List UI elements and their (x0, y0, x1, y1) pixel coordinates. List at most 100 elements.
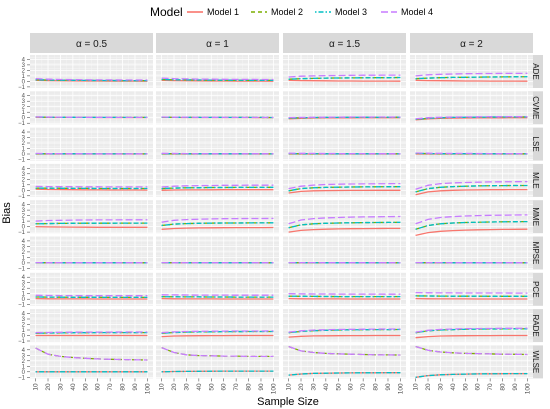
series-line-model-3 (35, 79, 148, 82)
series-line-model-4 (415, 180, 528, 190)
facet-strip-background (30, 33, 153, 53)
facet-column-strip: α = 1 (156, 33, 279, 53)
y-tick-label: 4 (22, 166, 26, 172)
y-tick-label: 3 (22, 208, 26, 214)
facet-row-label: MLE (531, 172, 540, 188)
x-tick-label: 90 (385, 383, 392, 391)
facet-column-label: α = 1 (206, 39, 229, 50)
series-line-model-3 (288, 116, 401, 119)
facet-strip-background (283, 33, 406, 53)
y-tick-label: 0 (22, 79, 26, 85)
y-tick-label: −1 (18, 375, 26, 381)
x-tick-label: 100 (270, 383, 277, 394)
facet-panel (30, 127, 153, 161)
x-tick-label: 30 (183, 383, 190, 391)
y-tick-label: 3 (22, 136, 26, 142)
y-tick-label: 2 (22, 359, 26, 365)
series-line-model-1 (415, 188, 528, 196)
x-tick-label: 40 (196, 383, 203, 391)
y-tick-label: −1 (18, 339, 26, 345)
x-tick-label: 80 (120, 383, 127, 391)
x-tick-label: 70 (487, 383, 494, 391)
y-tick-label: 4 (22, 239, 26, 245)
x-tick-label: 70 (360, 383, 367, 391)
x-tick-label: 30 (57, 383, 64, 391)
series-line-model-4 (415, 72, 528, 77)
y-axis-label: Bias (1, 202, 13, 224)
y-tick-label: 2 (22, 250, 26, 256)
series-line-model-3 (161, 370, 274, 373)
y-tick-label: 0 (22, 297, 26, 303)
series-line-model-1 (161, 79, 274, 82)
facet-panel (410, 91, 533, 125)
series-line-model-1 (161, 334, 274, 338)
x-tick-label: 90 (512, 383, 519, 391)
y-tick-label: 4 (22, 203, 26, 209)
facet-panel (283, 55, 406, 88)
facet-panel: 10 20 30 40 50 60 70 80 90 100 (30, 345, 153, 394)
facet-row-label: MME (531, 207, 540, 226)
facet-panel (156, 272, 279, 306)
facet-row-label: MPSE (531, 242, 540, 265)
x-tick-label: 20 (425, 383, 432, 391)
series-line-model-1 (35, 225, 148, 228)
y-tick-label: 3 (22, 244, 26, 250)
series-line-model-3 (415, 116, 528, 120)
x-tick-label: 60 (221, 383, 228, 391)
series-line-model-3 (415, 184, 528, 193)
x-tick-label: 100 (524, 383, 531, 394)
facet-panel (30, 309, 153, 343)
y-tick-label: 1 (22, 328, 26, 334)
facet-panel (283, 127, 406, 161)
y-tick-label: 3 (22, 99, 26, 105)
facet-row-label: RADE (531, 314, 540, 336)
facet-panel (410, 272, 533, 306)
y-tick-label: 2 (22, 177, 26, 183)
x-tick-label: 40 (450, 383, 457, 391)
y-tick-label: 3 (22, 172, 26, 178)
series-line-model-4 (35, 78, 148, 81)
series-line-model-4 (35, 219, 148, 222)
facet-panel: 10 20 30 40 50 60 70 80 90 100 (283, 345, 406, 394)
y-tick-label: 0 (22, 188, 26, 194)
series-line-model-4 (415, 291, 528, 294)
y-tick-label: −1 (18, 194, 26, 200)
facet-panel (410, 55, 533, 88)
y-tick-label: −1 (18, 85, 26, 91)
facet-panel (30, 55, 153, 88)
facet-panel (30, 236, 153, 270)
x-tick-label: 10 (159, 383, 166, 391)
x-tick-label: 30 (437, 383, 444, 391)
y-tick-label: 0 (22, 152, 26, 158)
series-line-model-4 (161, 184, 274, 188)
y-tick-label: 1 (22, 110, 26, 116)
facet-panel (283, 272, 406, 306)
facet-panel (283, 91, 406, 125)
y-tick-label: 4 (22, 348, 26, 354)
legend-entry: Model 4 (381, 7, 433, 17)
x-tick-label: 90 (258, 383, 265, 391)
y-tick-label: −1 (18, 121, 26, 127)
y-tick-label: 0 (22, 116, 26, 122)
y-tick-label: 0 (22, 370, 26, 376)
y-tick-label: −1 (18, 158, 26, 164)
y-tick-label: 2 (22, 141, 26, 147)
series-line-model-2 (161, 78, 274, 81)
series-line-model-2 (288, 76, 401, 80)
series-line-model-4 (288, 345, 401, 356)
y-tick-label: 1 (22, 74, 26, 80)
x-tick-label: 100 (144, 383, 151, 394)
facet-panel (156, 127, 279, 161)
series-line-model-3 (161, 186, 274, 190)
series-line-model-4 (288, 74, 401, 78)
series-line-model-1 (161, 226, 274, 230)
legend-title: Model (150, 5, 183, 19)
x-tick-label: 50 (462, 383, 469, 391)
series-line-model-4 (288, 116, 401, 119)
y-tick-label: 4 (22, 94, 26, 100)
series-line-model-4 (161, 77, 274, 81)
y-tick-label: 0 (22, 261, 26, 267)
y-tick-label: 4 (22, 275, 26, 281)
x-tick-label: 10 (413, 383, 420, 391)
